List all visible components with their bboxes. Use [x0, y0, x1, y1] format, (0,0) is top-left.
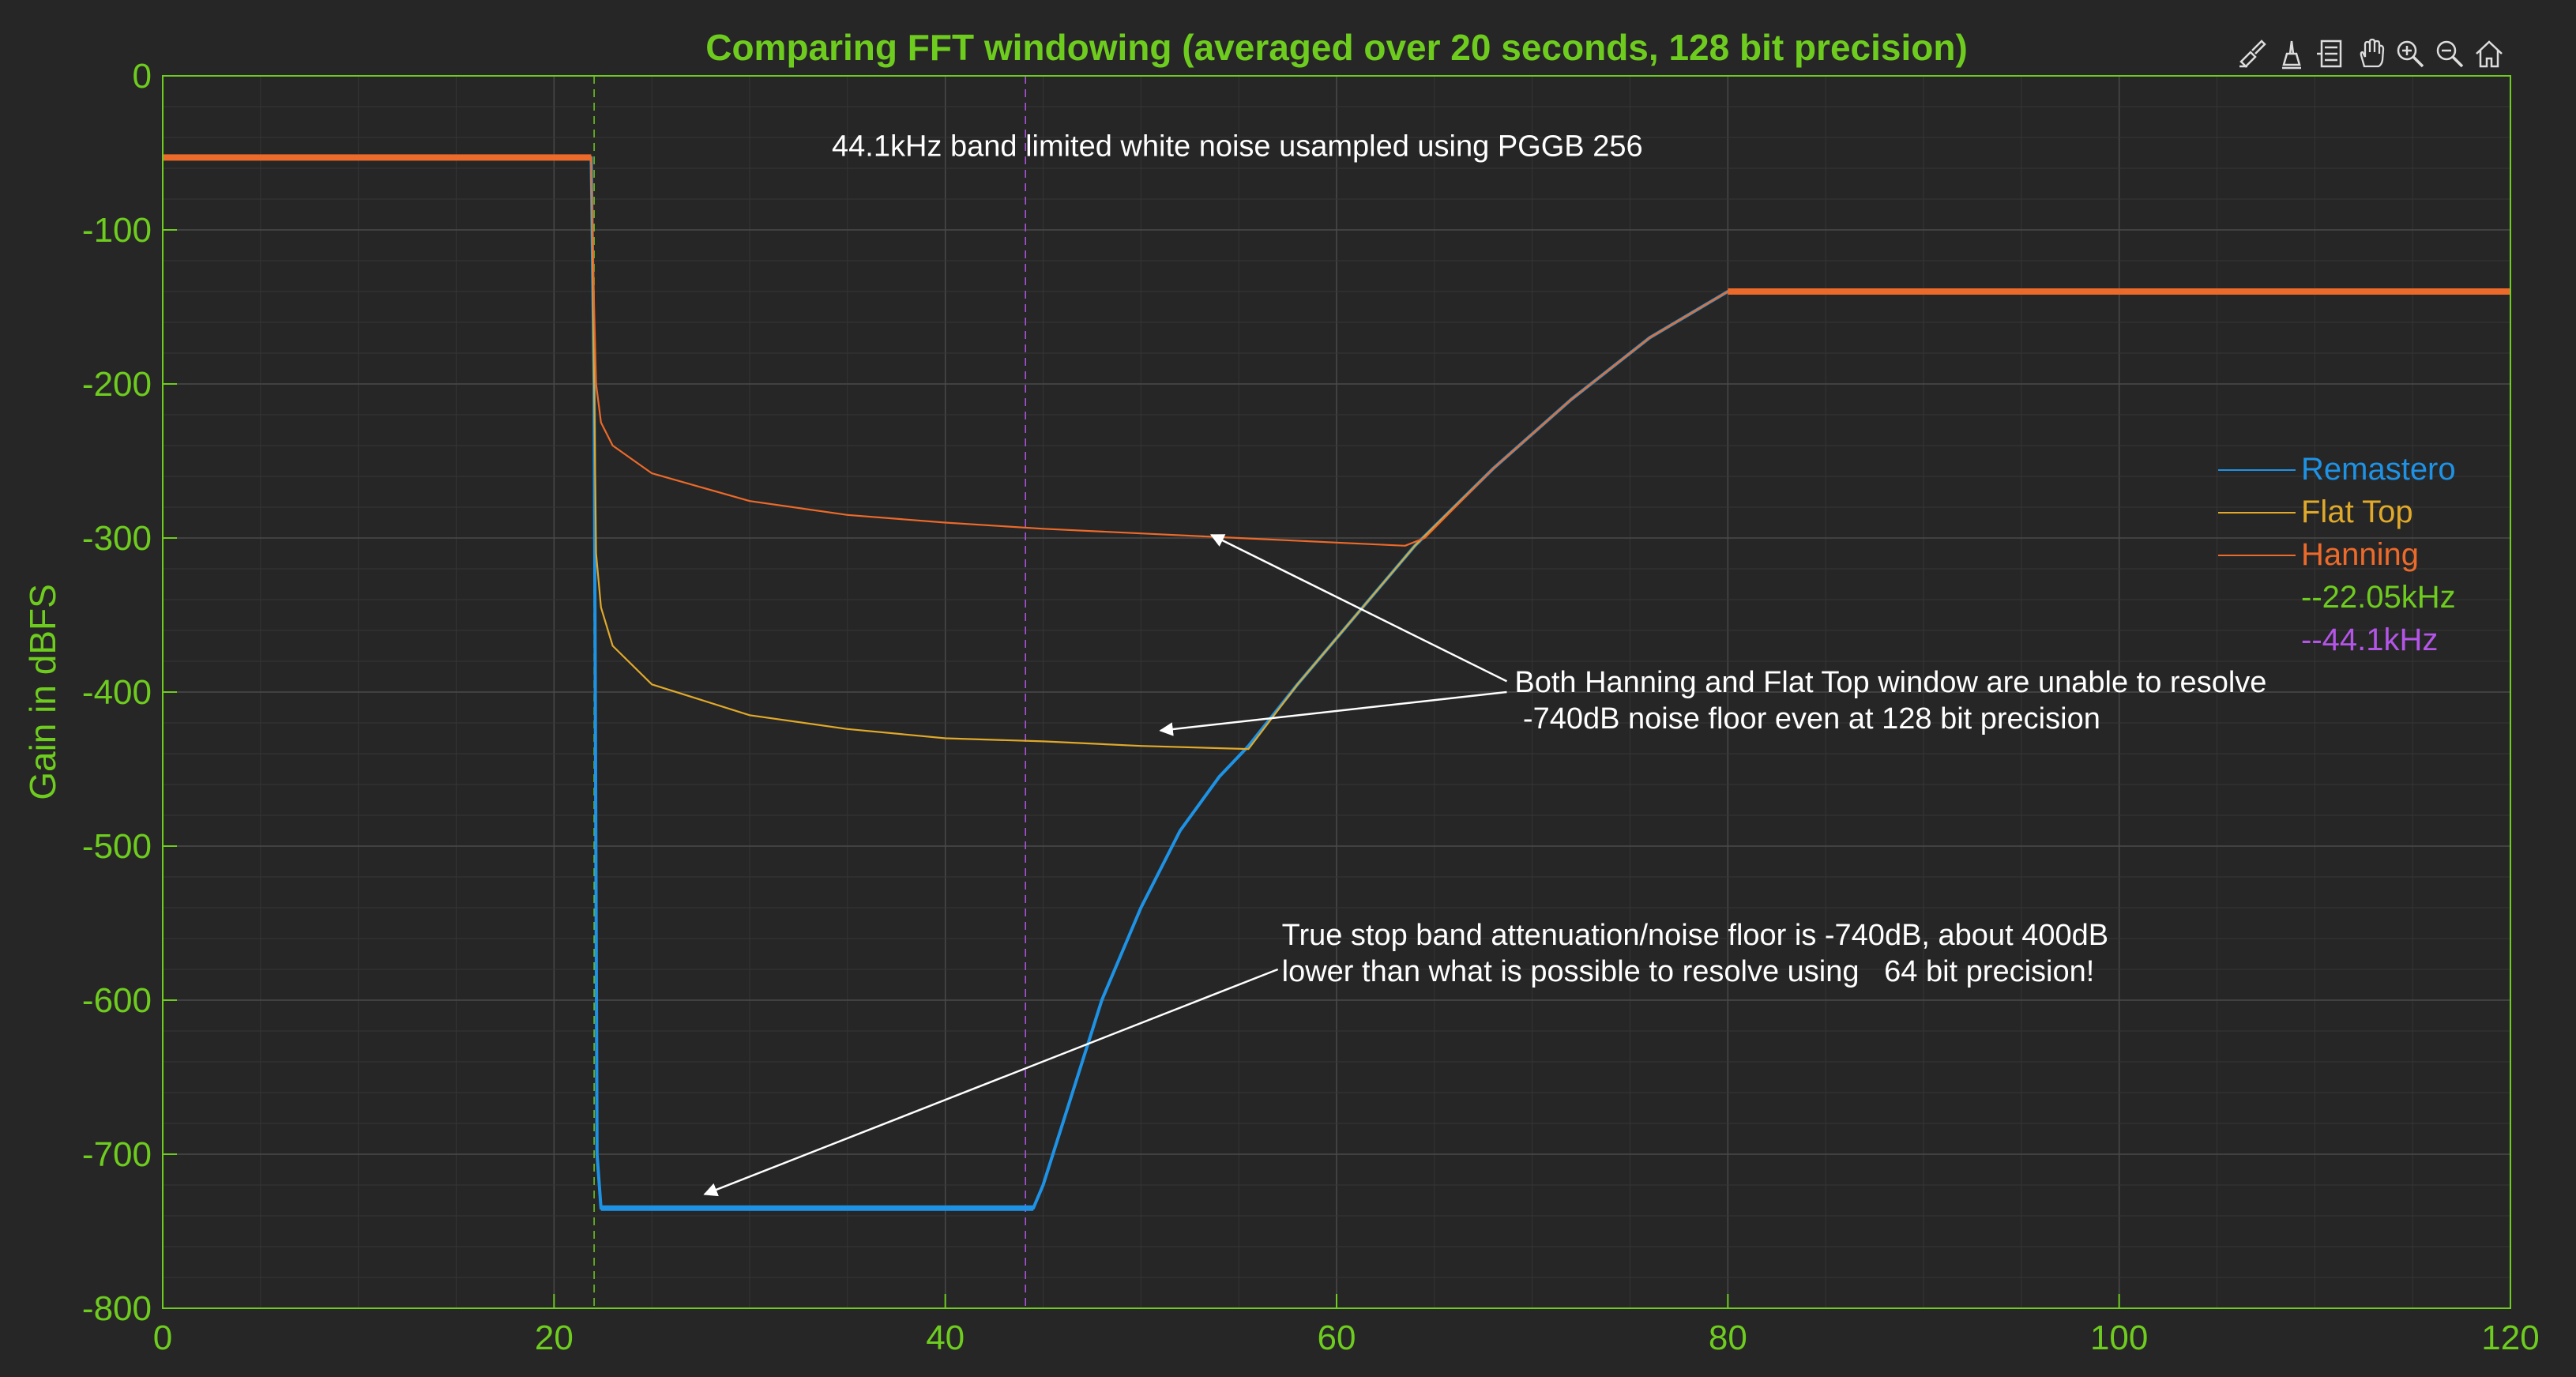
- x-tick-label: 120: [2481, 1319, 2539, 1357]
- series-line-hanning: [163, 156, 2510, 547]
- zoom-out-icon[interactable]: [2431, 34, 2468, 73]
- legend-entry: Hanning: [2301, 537, 2419, 572]
- y-axis-label: Gain in dBFS: [22, 584, 63, 800]
- brush-data-icon[interactable]: [2234, 34, 2270, 73]
- annotation-arrow: [703, 968, 1279, 1197]
- data-series[interactable]: [163, 76, 2510, 1308]
- legend-toggle-icon[interactable]: [2313, 34, 2349, 73]
- x-tick-label: 0: [153, 1319, 172, 1357]
- x-tick-label: 100: [2090, 1319, 2148, 1357]
- annotation-arrow: [1209, 533, 1508, 683]
- data-tips-icon[interactable]: [2273, 34, 2310, 73]
- y-tick-label: -700: [82, 1135, 152, 1174]
- y-tick-label: -800: [82, 1289, 152, 1328]
- legend[interactable]: Remastero Flat Top Hanning --22.05kHz --44.1…: [2218, 452, 2456, 657]
- annotation-text: -740dB noise floor even at 128 bit preci…: [1514, 702, 2100, 736]
- annotations: 44.1kHz band limited white noise usample…: [703, 130, 2266, 1197]
- annotation-arrow: [1159, 690, 1507, 736]
- annotation-text: 44.1kHz band limited white noise usample…: [832, 130, 1643, 163]
- legend-entry: --44.1kHz: [2301, 623, 2438, 657]
- zoom-in-icon[interactable]: [2392, 34, 2428, 73]
- legend-entry: Flat Top: [2301, 495, 2413, 529]
- x-tick-label: 60: [1318, 1319, 1356, 1357]
- y-tick-label: -200: [82, 365, 152, 404]
- pan-hand-icon[interactable]: [2352, 34, 2389, 73]
- restore-view-home-icon[interactable]: [2471, 34, 2507, 73]
- legend-entry: Remastero: [2301, 452, 2456, 487]
- x-tick-label: 80: [1709, 1319, 1747, 1357]
- axes: [162, 75, 2511, 1309]
- y-tick-label: -100: [82, 211, 152, 250]
- x-tick-label: 40: [926, 1319, 965, 1357]
- y-tick-label: -600: [82, 981, 152, 1020]
- y-tick-label: -400: [82, 673, 152, 712]
- tick-labels: 0 20 40 60 80 100 120 0 -100 -200 -300 -400 -500 -600…: [82, 57, 2540, 1357]
- annotation-text: Both Hanning and Flat Top window are una…: [1514, 666, 2266, 699]
- annotation-text: True stop band attenuation/noise floor i…: [1282, 919, 2108, 952]
- x-tick-label: 20: [535, 1319, 573, 1357]
- annotation-text: lower than what is possible to resolve u…: [1282, 955, 2095, 988]
- y-tick-label: 0: [133, 57, 152, 96]
- chart-title: Comparing FFT windowing (averaged over 2…: [705, 27, 1968, 68]
- axes-toolbar: [2234, 32, 2507, 76]
- y-tick-label: -300: [82, 519, 152, 558]
- legend-entry: --22.05kHz: [2301, 580, 2456, 615]
- y-tick-label: -500: [82, 827, 152, 866]
